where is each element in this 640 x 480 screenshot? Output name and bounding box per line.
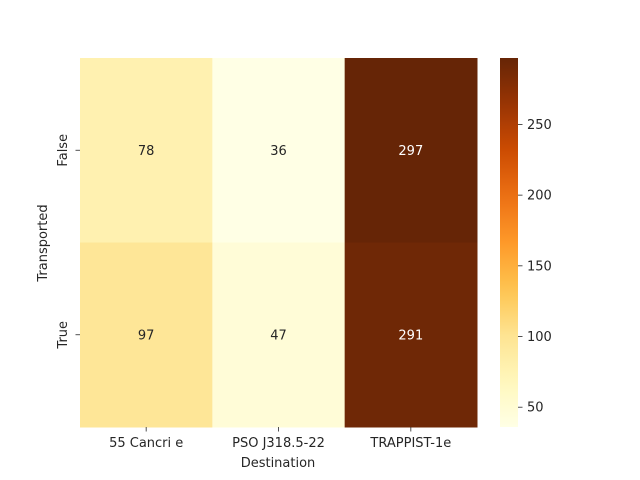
x-tick-label: 55 Cancri e — [109, 436, 183, 451]
heatmap-cell — [80, 58, 213, 243]
y-tick-label: True — [56, 321, 71, 350]
colorbar-tick-label: 100 — [527, 330, 552, 345]
x-tick-label: TRAPPIST-1e — [369, 436, 451, 451]
cell-annotation: 297 — [398, 144, 423, 159]
cell-annotation: 47 — [270, 328, 287, 343]
cell-annotation: 78 — [138, 144, 155, 159]
y-tick-label: False — [56, 134, 71, 167]
cell-annotation: 291 — [398, 328, 423, 343]
y-axis-label: Transported — [36, 204, 51, 282]
x-axis-label: Destination — [241, 456, 316, 471]
heatmap-cells — [80, 58, 478, 428]
colorbar-tick-label: 50 — [527, 401, 544, 416]
cell-annotation: 97 — [138, 328, 155, 343]
x-axis-ticks: 55 Cancri e PSO J318.5-22 TRAPPIST-1e — [109, 427, 451, 451]
y-axis-ticks: False True — [56, 134, 80, 350]
colorbar-tick-label: 250 — [527, 118, 552, 133]
cell-annotation: 36 — [270, 144, 287, 159]
heatmap-cell — [344, 242, 478, 428]
cell-annotations: 78 36 297 97 47 291 — [138, 144, 423, 344]
heatmap-cell — [80, 242, 213, 428]
colorbar-tick-label: 150 — [527, 259, 552, 274]
heatmap-cell — [344, 58, 478, 243]
x-tick-label: PSO J318.5-22 — [232, 436, 325, 451]
heatmap-cell — [212, 58, 346, 243]
colorbar-gradient — [500, 58, 518, 427]
colorbar: 50 100 150 200 250 — [500, 58, 552, 427]
colorbar-tick-label: 200 — [527, 189, 552, 204]
heatmap-cell — [212, 242, 346, 428]
